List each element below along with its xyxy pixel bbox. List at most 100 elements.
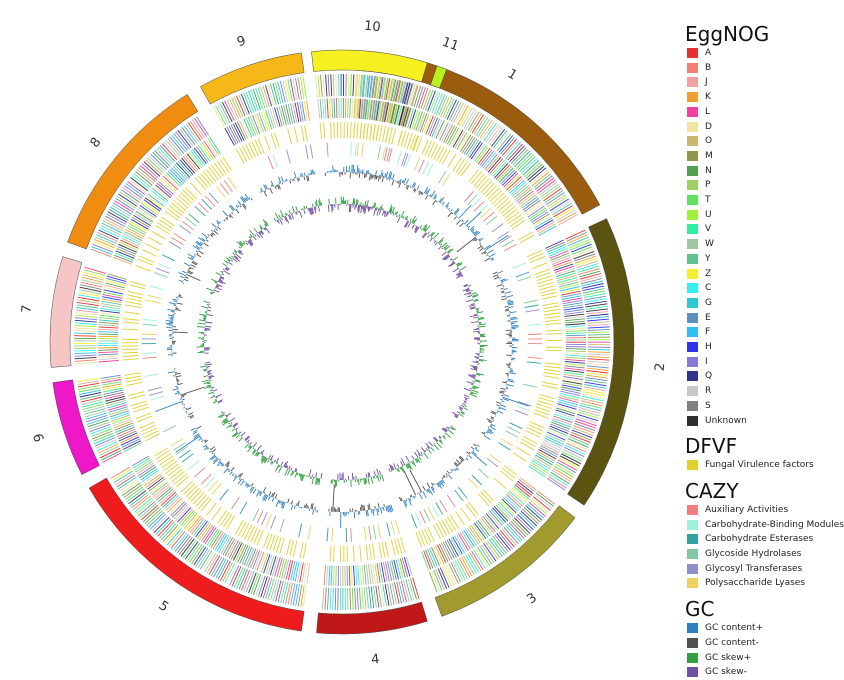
legend-item: Glycoside Hydrolases — [687, 547, 801, 561]
legend-title-cazy: CAZY — [685, 478, 739, 503]
legend-item: B — [687, 61, 711, 75]
legend-swatch — [687, 195, 698, 205]
legend-swatch — [687, 504, 698, 515]
legend-swatch — [687, 578, 698, 589]
legend-label: T — [705, 195, 711, 205]
legend-label: N — [705, 165, 712, 176]
legend-swatch — [687, 460, 698, 471]
legend-label: GC skew- — [705, 667, 747, 678]
legend-swatch — [687, 356, 698, 367]
legend-item: Polysaccharide Lyases — [687, 576, 805, 590]
gc-content-track — [155, 164, 529, 529]
chromosome-label-1: 1 — [505, 67, 520, 84]
legend-swatch — [687, 327, 698, 338]
legend-swatch — [687, 386, 698, 397]
legend-label: J — [705, 77, 708, 88]
legend-item: Auxiliary Activities — [687, 503, 788, 517]
circos-tracks — [73, 73, 611, 611]
legend-item: Y — [687, 252, 711, 266]
legend-item: L — [687, 105, 710, 119]
legend-item: GC content- — [687, 636, 759, 650]
legend-swatch — [687, 400, 698, 411]
legend-item: A — [687, 46, 711, 60]
legend-item: GC skew+ — [687, 651, 751, 665]
legend-swatch — [687, 519, 698, 530]
chromosome-label-4: 4 — [370, 652, 380, 668]
legend-label: D — [705, 121, 712, 132]
legend-item: J — [687, 75, 708, 89]
chromosome-5-segment — [88, 477, 305, 632]
legend-item: K — [687, 90, 711, 104]
virulence-track — [121, 121, 563, 563]
cazy-track — [141, 142, 543, 542]
legend-label: Auxiliary Activities — [705, 504, 789, 515]
legend-item: Z — [687, 267, 711, 281]
legend-swatch — [687, 48, 698, 58]
legend-swatch — [687, 623, 698, 634]
legend-label: G — [705, 297, 712, 308]
legend-swatch — [687, 534, 698, 545]
legend-swatch — [687, 136, 698, 147]
legend-swatch — [687, 209, 698, 220]
legend-label: Polysaccharide Lyases — [705, 578, 806, 589]
chromosome-3-segment — [434, 505, 576, 617]
chromosome-label-2: 2 — [653, 362, 669, 371]
legend-label: Z — [705, 268, 712, 279]
legend-swatch — [687, 283, 698, 294]
chromosome-label-7: 7 — [19, 304, 35, 314]
legend-item: E — [687, 311, 711, 325]
legend-swatch — [687, 312, 698, 323]
legend-swatch — [687, 150, 698, 161]
chromosome-label-11: 11 — [440, 35, 461, 55]
chromosome-label-6: 6 — [29, 432, 46, 444]
legend-swatch — [687, 297, 698, 308]
legend-title-eggnog: EggNOG — [685, 22, 770, 46]
legend-item: Unknown — [687, 414, 747, 428]
legend-label: I — [705, 356, 708, 367]
legend-swatch — [687, 62, 698, 73]
chromosome-4-segment — [316, 601, 428, 635]
legend-label: GC skew+ — [705, 652, 752, 663]
legend-label: B — [705, 62, 712, 73]
legend-item: G — [687, 296, 712, 310]
circos-plot: 1 2 3 4 5 6 7 8 9 10 11 — [19, 19, 669, 668]
legend-swatch — [687, 637, 698, 648]
legend-label: Glycosyl Transferases — [705, 563, 803, 574]
legend-label: A — [705, 48, 712, 58]
legend-swatch — [687, 77, 698, 88]
legend-label: Q — [705, 371, 713, 382]
legend-label: W — [705, 239, 714, 250]
legend-label: F — [705, 327, 711, 338]
legend-label: M — [705, 150, 713, 161]
chromosome-2-segment — [567, 218, 635, 506]
legend-label: Unknown — [705, 415, 747, 426]
legend-item: R — [687, 384, 711, 398]
legend-label: GC content- — [705, 637, 759, 648]
legend-item: V — [687, 222, 711, 236]
legend-label: V — [705, 224, 712, 235]
chromosome-label-10: 10 — [363, 19, 381, 36]
legend-swatch — [687, 549, 698, 559]
legend-swatch — [687, 415, 698, 426]
chromosome-label-9: 9 — [235, 33, 248, 50]
legend-item: Fungal Virulence factors — [687, 458, 814, 472]
legend-item: Carbohydrate Esterases — [687, 532, 813, 546]
legend-swatch — [687, 224, 698, 235]
eggnog-track-inner — [97, 97, 587, 587]
legend-item: S — [687, 399, 711, 413]
legend-item: F — [687, 325, 710, 339]
legend-title-dfvf: DFVF — [685, 434, 738, 459]
legend-label: P — [705, 180, 711, 191]
legend-label: Glycoside Hydrolases — [705, 549, 802, 559]
chromosome-10-segment — [311, 49, 428, 83]
legend-item: U — [687, 208, 712, 222]
legend-item: GC skew- — [687, 665, 747, 679]
legend-item: Glycosyl Transferases — [687, 562, 802, 576]
chromosome-11-segment — [430, 65, 447, 89]
legend-label: GC content+ — [705, 623, 764, 634]
legend-swatch — [687, 652, 698, 663]
chromosome-7-segment — [49, 256, 83, 368]
legend-label: L — [705, 106, 711, 117]
chromosome-9-segment — [200, 52, 305, 105]
legend-swatch — [687, 239, 698, 250]
